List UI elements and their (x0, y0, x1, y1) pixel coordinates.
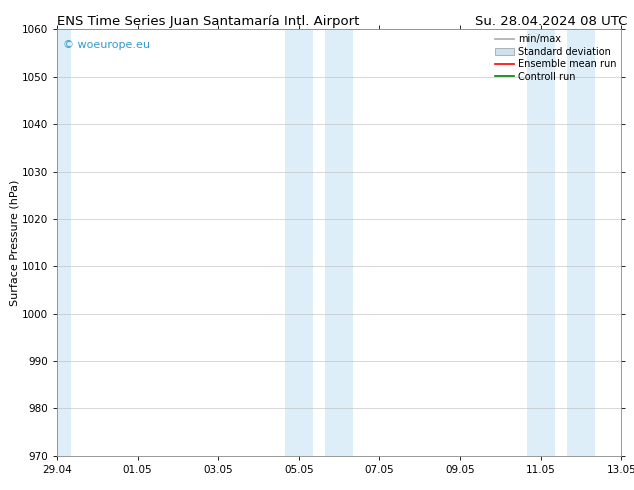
Text: ENS Time Series Juan Santamaría Intl. Airport: ENS Time Series Juan Santamaría Intl. Ai… (57, 15, 359, 28)
Bar (527, 29, 555, 456)
Text: © woeurope.eu: © woeurope.eu (63, 40, 150, 50)
Title: ENS Time Series Juan Santamaría Intl. Airport    Su. 28.04.2024 08 UTC: ENS Time Series Juan Santamaría Intl. Ai… (0, 489, 1, 490)
Y-axis label: Surface Pressure (hPa): Surface Pressure (hPa) (9, 179, 19, 306)
Bar (55, 29, 71, 456)
Bar (285, 29, 313, 456)
Legend: min/max, Standard deviation, Ensemble mean run, Controll run: min/max, Standard deviation, Ensemble me… (493, 32, 618, 83)
Bar (567, 29, 595, 456)
Text: Su. 28.04.2024 08 UTC: Su. 28.04.2024 08 UTC (476, 15, 628, 28)
Bar (325, 29, 353, 456)
